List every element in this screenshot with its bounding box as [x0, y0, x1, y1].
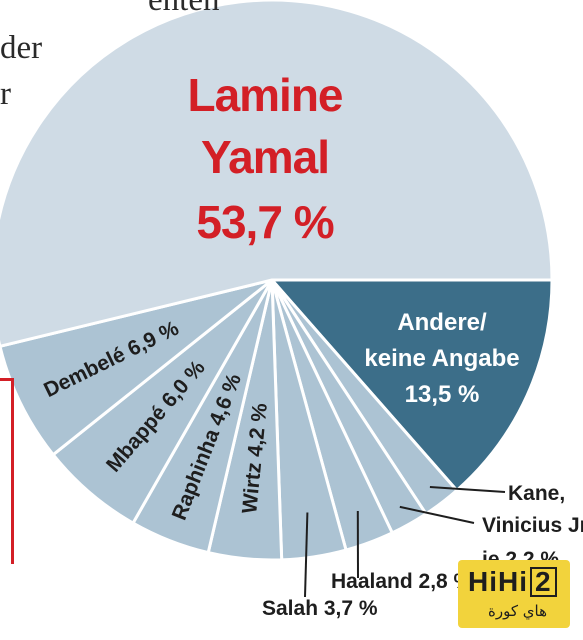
text-fragment-1: enten — [148, 0, 220, 18]
leader-line-5 — [304, 512, 309, 598]
leader-line-3 — [399, 505, 475, 524]
slice-label-andere-2: 13,5 % — [405, 381, 480, 408]
slice-label-lamine-0: Lamine — [187, 69, 342, 121]
logo-sub-text: هاي كورة — [488, 602, 547, 620]
red-rule-vertical — [11, 378, 14, 564]
slice-label-lamine-1: Yamal — [201, 131, 329, 183]
pie-slice-9 — [0, 278, 274, 457]
slice-label-5-0: Salah 3,7 % — [262, 597, 378, 620]
pie-slice-0 — [0, 0, 554, 348]
text-fragment-3: r — [0, 76, 11, 112]
slice-label-andere-0: Andere/ — [397, 309, 487, 336]
slice-label-2-0: Kane, — [508, 482, 565, 505]
logo-main-text: HiHi — [468, 566, 528, 597]
leader-line-2 — [429, 486, 506, 493]
slice-label-andere-1: keine Angabe — [364, 345, 519, 372]
slice-label-lamine-2: 53,7 % — [196, 196, 333, 248]
slice-label-4-0: Haaland 2,8 % — [331, 570, 473, 593]
text-fragment-2: der — [0, 30, 43, 66]
logo-box-text: 2 — [530, 567, 557, 597]
hihi2-logo: HiHi 2 هاي كورة — [458, 560, 570, 628]
red-rule-horizontal — [0, 378, 12, 381]
slice-label-3-0: Vinicius Jr. — [482, 514, 583, 537]
pie-slice-1 — [270, 278, 554, 492]
